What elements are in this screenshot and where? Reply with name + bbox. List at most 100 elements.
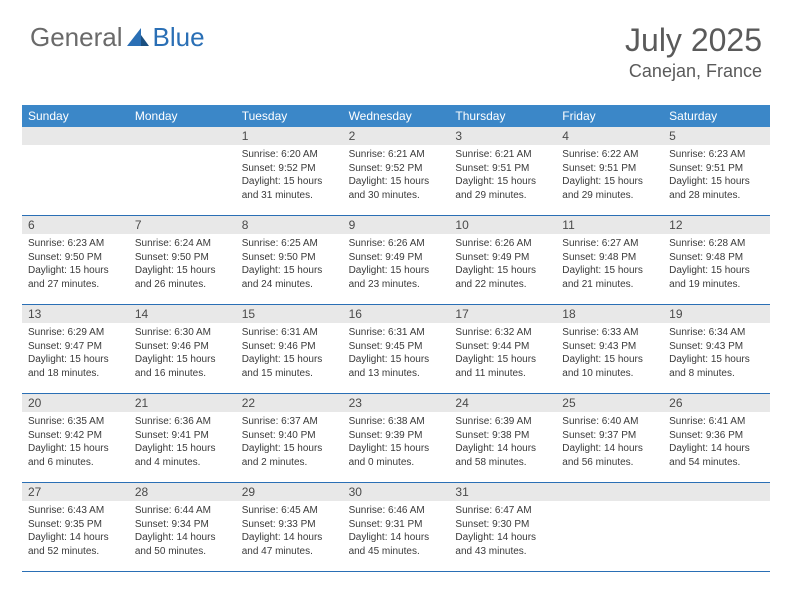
sunset-text: Sunset: 9:39 PM [349,429,444,443]
sunrise-text: Sunrise: 6:31 AM [349,326,444,340]
day-details: Sunrise: 6:28 AMSunset: 9:48 PMDaylight:… [663,234,770,295]
day-cell: 18Sunrise: 6:33 AMSunset: 9:43 PMDayligh… [556,305,663,393]
sunrise-text: Sunrise: 6:22 AM [562,148,657,162]
sunset-text: Sunset: 9:45 PM [349,340,444,354]
week-row: 13Sunrise: 6:29 AMSunset: 9:47 PMDayligh… [22,305,770,394]
daylight-text: Daylight: 15 hours and 15 minutes. [242,353,337,380]
daylight-text: Daylight: 15 hours and 26 minutes. [135,264,230,291]
sunrise-text: Sunrise: 6:21 AM [455,148,550,162]
day-cell: 24Sunrise: 6:39 AMSunset: 9:38 PMDayligh… [449,394,556,482]
daylight-text: Daylight: 15 hours and 8 minutes. [669,353,764,380]
daylight-text: Daylight: 15 hours and 6 minutes. [28,442,123,469]
day-number: 21 [129,394,236,412]
logo-triangle-icon [127,22,149,53]
calendar-grid: SundayMondayTuesdayWednesdayThursdayFrid… [22,105,770,572]
sunset-text: Sunset: 9:51 PM [669,162,764,176]
day-details: Sunrise: 6:36 AMSunset: 9:41 PMDaylight:… [129,412,236,473]
day-details: Sunrise: 6:23 AMSunset: 9:51 PMDaylight:… [663,145,770,206]
day-details: Sunrise: 6:39 AMSunset: 9:38 PMDaylight:… [449,412,556,473]
day-number: 19 [663,305,770,323]
day-cell: 16Sunrise: 6:31 AMSunset: 9:45 PMDayligh… [343,305,450,393]
day-cell: 25Sunrise: 6:40 AMSunset: 9:37 PMDayligh… [556,394,663,482]
weekday-header: Wednesday [343,105,450,127]
sunset-text: Sunset: 9:48 PM [669,251,764,265]
day-number: 6 [22,216,129,234]
daylight-text: Daylight: 14 hours and 50 minutes. [135,531,230,558]
day-cell: 8Sunrise: 6:25 AMSunset: 9:50 PMDaylight… [236,216,343,304]
empty-day-header [129,127,236,145]
day-number: 23 [343,394,450,412]
sunset-text: Sunset: 9:40 PM [242,429,337,443]
sunset-text: Sunset: 9:51 PM [562,162,657,176]
header-right: July 2025 Canejan, France [625,22,762,82]
day-details: Sunrise: 6:24 AMSunset: 9:50 PMDaylight:… [129,234,236,295]
day-number: 3 [449,127,556,145]
day-details: Sunrise: 6:21 AMSunset: 9:51 PMDaylight:… [449,145,556,206]
day-details: Sunrise: 6:37 AMSunset: 9:40 PMDaylight:… [236,412,343,473]
empty-day-cell [556,483,663,571]
daylight-text: Daylight: 15 hours and 11 minutes. [455,353,550,380]
empty-day-cell [663,483,770,571]
day-number: 15 [236,305,343,323]
day-details: Sunrise: 6:41 AMSunset: 9:36 PMDaylight:… [663,412,770,473]
day-cell: 3Sunrise: 6:21 AMSunset: 9:51 PMDaylight… [449,127,556,215]
sunrise-text: Sunrise: 6:25 AM [242,237,337,251]
day-number: 12 [663,216,770,234]
day-cell: 11Sunrise: 6:27 AMSunset: 9:48 PMDayligh… [556,216,663,304]
daylight-text: Daylight: 15 hours and 0 minutes. [349,442,444,469]
daylight-text: Daylight: 14 hours and 45 minutes. [349,531,444,558]
day-cell: 20 Sunrise: 6:35 AMSunset: 9:42 PMDayligh… [22,394,129,482]
day-details: Sunrise: 6:40 AMSunset: 9:37 PMDaylight:… [556,412,663,473]
day-number: 17 [449,305,556,323]
day-number: 7 [129,216,236,234]
day-details: Sunrise: 6:30 AMSunset: 9:46 PMDaylight:… [129,323,236,384]
sunset-text: Sunset: 9:46 PM [242,340,337,354]
daylight-text: Daylight: 14 hours and 58 minutes. [455,442,550,469]
day-cell: 6Sunrise: 6:23 AMSunset: 9:50 PMDaylight… [22,216,129,304]
sunrise-text: Sunrise: 6:43 AM [28,504,123,518]
day-cell: 12Sunrise: 6:28 AMSunset: 9:48 PMDayligh… [663,216,770,304]
sunrise-text: Sunrise: 6:30 AM [135,326,230,340]
daylight-text: Daylight: 15 hours and 31 minutes. [242,175,337,202]
sunrise-text: Sunrise: 6:40 AM [562,415,657,429]
day-number: 4 [556,127,663,145]
sunrise-text: Sunrise: 6:35 AM [28,415,123,429]
sunrise-text: Sunrise: 6:34 AM [669,326,764,340]
day-cell: 14Sunrise: 6:30 AMSunset: 9:46 PMDayligh… [129,305,236,393]
day-number: 25 [556,394,663,412]
day-cell: 29Sunrise: 6:45 AMSunset: 9:33 PMDayligh… [236,483,343,571]
day-cell: 15 Sunrise: 6:31 AMSunset: 9:46 PMDayligh… [236,305,343,393]
sunset-text: Sunset: 9:51 PM [455,162,550,176]
day-number: 20 [22,394,129,412]
daylight-text: Daylight: 14 hours and 54 minutes. [669,442,764,469]
day-cell: 13Sunrise: 6:29 AMSunset: 9:47 PMDayligh… [22,305,129,393]
sunset-text: Sunset: 9:36 PM [669,429,764,443]
daylight-text: Daylight: 15 hours and 10 minutes. [562,353,657,380]
day-number: 28 [129,483,236,501]
logo: General Blue [30,22,205,53]
location-label: Canejan, France [625,61,762,82]
daylight-text: Daylight: 15 hours and 2 minutes. [242,442,337,469]
day-number: 2 [343,127,450,145]
daylight-text: Daylight: 15 hours and 28 minutes. [669,175,764,202]
sunrise-text: Sunrise: 6:31 AM [242,326,337,340]
sunset-text: Sunset: 9:30 PM [455,518,550,532]
sunrise-text: Sunrise: 6:41 AM [669,415,764,429]
day-cell: 30Sunrise: 6:46 AMSunset: 9:31 PMDayligh… [343,483,450,571]
day-cell: 22Sunrise: 6:37 AMSunset: 9:40 PMDayligh… [236,394,343,482]
day-number: 31 [449,483,556,501]
sunrise-text: Sunrise: 6:46 AM [349,504,444,518]
empty-day-header [663,483,770,501]
daylight-text: Daylight: 14 hours and 43 minutes. [455,531,550,558]
sunrise-text: Sunrise: 6:45 AM [242,504,337,518]
sunset-text: Sunset: 9:50 PM [135,251,230,265]
sunset-text: Sunset: 9:44 PM [455,340,550,354]
day-details: Sunrise: 6:45 AMSunset: 9:33 PMDaylight:… [236,501,343,562]
day-details: Sunrise: 6:27 AMSunset: 9:48 PMDaylight:… [556,234,663,295]
sunset-text: Sunset: 9:42 PM [28,429,123,443]
sunrise-text: Sunrise: 6:44 AM [135,504,230,518]
sunset-text: Sunset: 9:52 PM [242,162,337,176]
day-cell: 10Sunrise: 6:26 AMSunset: 9:49 PMDayligh… [449,216,556,304]
day-details: Sunrise: 6:43 AMSunset: 9:35 PMDaylight:… [22,501,129,562]
weekday-header: Monday [129,105,236,127]
